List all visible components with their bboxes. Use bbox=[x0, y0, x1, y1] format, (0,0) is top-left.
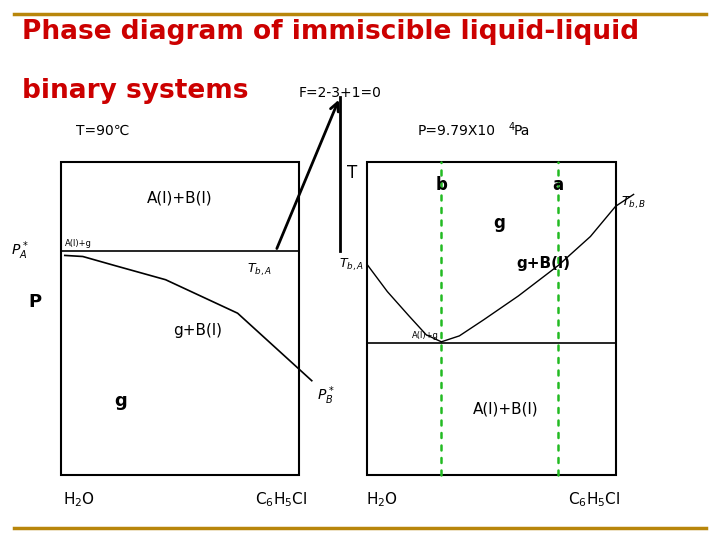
Text: A(l)+g: A(l)+g bbox=[65, 239, 91, 248]
Text: g: g bbox=[114, 392, 127, 410]
Text: H$_2$O: H$_2$O bbox=[366, 490, 397, 509]
Text: A(l)+B(l): A(l)+B(l) bbox=[473, 402, 539, 416]
Text: $T_{b,B}$: $T_{b,B}$ bbox=[621, 194, 647, 211]
Text: $P_A^*$: $P_A^*$ bbox=[11, 240, 29, 262]
Text: A(l)+B(l): A(l)+B(l) bbox=[147, 191, 213, 206]
Text: g+B(l): g+B(l) bbox=[174, 323, 222, 338]
Text: g: g bbox=[494, 214, 505, 232]
Text: a: a bbox=[552, 176, 564, 193]
Text: $T_{b,A}$: $T_{b,A}$ bbox=[338, 256, 364, 273]
Text: T: T bbox=[347, 164, 357, 182]
Text: 4: 4 bbox=[508, 122, 515, 132]
Text: A(l)+g: A(l)+g bbox=[413, 331, 439, 340]
Text: Phase diagram of immiscible liquid-liquid: Phase diagram of immiscible liquid-liqui… bbox=[22, 19, 639, 45]
Text: b: b bbox=[436, 176, 447, 193]
Text: binary systems: binary systems bbox=[22, 78, 248, 104]
Text: g+B(l): g+B(l) bbox=[517, 256, 571, 271]
Text: C$_6$H$_5$Cl: C$_6$H$_5$Cl bbox=[255, 490, 307, 509]
Text: H$_2$O: H$_2$O bbox=[63, 490, 95, 509]
Text: T=90℃: T=90℃ bbox=[76, 124, 129, 138]
Text: F=2-3+1=0: F=2-3+1=0 bbox=[299, 86, 382, 100]
Text: $P_B^*$: $P_B^*$ bbox=[317, 384, 335, 407]
Text: Pa: Pa bbox=[514, 124, 531, 138]
Text: C$_6$H$_5$Cl: C$_6$H$_5$Cl bbox=[568, 490, 620, 509]
Text: $T_{b,A}$: $T_{b,A}$ bbox=[247, 262, 272, 278]
Text: P=9.79X10: P=9.79X10 bbox=[418, 124, 495, 138]
Text: P: P bbox=[28, 293, 41, 312]
